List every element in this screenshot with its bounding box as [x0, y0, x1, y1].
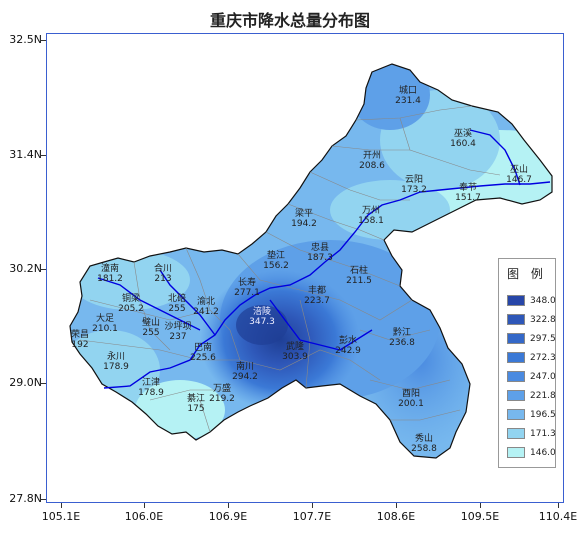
x-tick-label: 109.5E	[460, 510, 500, 523]
legend-value: 322.8	[530, 315, 556, 325]
x-tick-label: 106.9E	[208, 510, 248, 523]
station-label: 梁平 194.2	[291, 209, 317, 229]
y-tick-mark	[40, 269, 46, 270]
x-tick-label: 110.4E	[538, 510, 578, 523]
x-tick-mark	[312, 503, 313, 508]
y-tick-label: 29.0N	[9, 376, 42, 389]
y-tick-label: 30.2N	[9, 262, 42, 275]
legend-value: 348.0	[530, 296, 556, 306]
x-tick-label: 107.7E	[292, 510, 332, 523]
legend-value: 146.0	[530, 448, 556, 458]
station-label: 丰都 223.7	[304, 286, 330, 306]
x-tick-mark	[558, 503, 559, 508]
y-tick-label: 31.4N	[9, 148, 42, 161]
station-label: 渝北 241.2	[193, 297, 219, 317]
map-title: 重庆市降水总量分布图	[209, 11, 370, 30]
station-label: 石柱 211.5	[346, 266, 372, 286]
station-label: 云阳 173.2	[401, 175, 427, 195]
station-label: 南川 294.2	[232, 362, 258, 382]
station-label: 合川 213	[153, 264, 173, 284]
y-tick-mark	[40, 383, 46, 384]
station-label: 酉阳 200.1	[398, 389, 424, 409]
legend-swatch	[507, 409, 525, 420]
x-tick-label: 108.6E	[376, 510, 416, 523]
station-label: 江津 178.9	[138, 378, 164, 398]
legend-swatch	[507, 295, 525, 306]
station-label: 秀山 258.8	[411, 434, 437, 454]
station-label: 巴南 225.6	[190, 343, 216, 363]
station-label: 黔江 236.8	[389, 328, 415, 348]
station-label: 开州 208.6	[359, 151, 385, 171]
station-label: 涪陵 347.3	[249, 307, 275, 327]
station-label: 垫江 156.2	[263, 251, 289, 271]
station-label: 彭水 242.9	[335, 336, 361, 356]
legend-value: 196.5	[530, 410, 556, 420]
legend-swatch	[507, 390, 525, 401]
legend-title: 图 例	[507, 267, 547, 281]
x-tick-mark	[228, 503, 229, 508]
station-label: 璧山 255	[141, 318, 161, 338]
legend-value: 247.0	[530, 372, 556, 382]
legend-value: 221.8	[530, 391, 556, 401]
legend-value: 171.3	[530, 429, 556, 439]
x-tick-label: 105.1E	[41, 510, 81, 523]
legend-swatch	[507, 333, 525, 344]
y-tick-label: 32.5N	[9, 33, 42, 46]
rivers	[97, 129, 551, 389]
legend-swatch	[507, 428, 525, 439]
station-label: 万州 158.1	[358, 206, 384, 226]
x-tick-mark	[144, 503, 145, 508]
x-tick-mark	[396, 503, 397, 508]
station-label: 长寿 277.1	[234, 278, 260, 298]
y-tick-mark	[40, 155, 46, 156]
legend-value: 297.5	[530, 334, 556, 344]
station-label: 荣昌 192	[70, 330, 90, 350]
legend-swatch	[507, 447, 525, 458]
legend: 图 例 348.0 322.8 297.5 272.3 247.0 221.8 196.5 1…	[498, 258, 556, 468]
station-label: 忠县 187.3	[307, 243, 333, 263]
station-label: 城口 231.4	[395, 86, 421, 106]
station-label: 万盛 219.2	[209, 384, 235, 404]
y-tick-mark	[40, 40, 46, 41]
station-label: 巫溪 160.4	[450, 129, 476, 149]
station-label: 铜梁 205.2	[118, 294, 144, 314]
station-label: 永川 178.9	[103, 352, 129, 372]
legend-value: 272.3	[530, 353, 556, 363]
station-label: 大足 210.1	[92, 314, 118, 334]
x-tick-mark	[61, 503, 62, 508]
map-frame	[46, 33, 564, 503]
legend-swatch	[507, 352, 525, 363]
x-tick-label: 106.0E	[124, 510, 164, 523]
x-tick-mark	[480, 503, 481, 508]
station-label: 奉节 151.7	[455, 183, 481, 203]
y-tick-label: 27.8N	[9, 492, 42, 505]
y-tick-mark	[40, 499, 46, 500]
station-label: 綦江 175	[186, 394, 206, 414]
county-boundaries	[79, 105, 501, 433]
station-label: 武隆 303.9	[282, 342, 308, 362]
station-label: 巫山 146.7	[506, 165, 532, 185]
legend-swatch	[507, 371, 525, 382]
station-label: 沙坪坝 237	[164, 322, 192, 342]
station-label: 北碚 255	[167, 294, 187, 314]
station-label: 潼南 181.2	[97, 264, 123, 284]
legend-swatch	[507, 314, 525, 325]
